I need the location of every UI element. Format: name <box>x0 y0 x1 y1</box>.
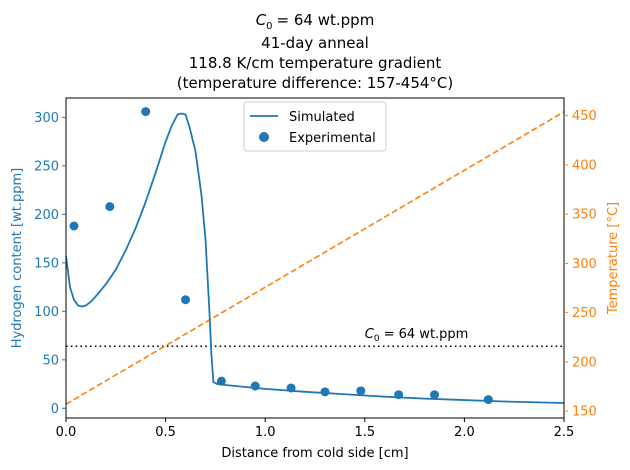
experimental-point <box>250 381 260 391</box>
right-tick-label: 200 <box>572 355 597 370</box>
c0-label-subscript: 0 <box>374 334 380 344</box>
chart-title-line-3: 118.8 K/cm temperature gradient <box>189 54 442 72</box>
experimental-point <box>320 387 330 397</box>
plot-marks <box>66 107 564 405</box>
legend-box <box>243 101 387 152</box>
experimental-point <box>286 383 296 393</box>
legend: Simulated Experimental <box>243 101 387 152</box>
right-tick-label: 450 <box>572 109 597 124</box>
temperature-line <box>66 111 564 405</box>
x-axis-label: Distance from cold side [cm] <box>221 446 408 461</box>
chart-title-line-2: 41-day anneal <box>261 34 369 52</box>
title-c0-symbol: C <box>256 11 267 29</box>
chart-title-line-1: C0 = 64 wt.ppm <box>256 11 375 32</box>
x-tick-label: 0.5 <box>155 425 176 440</box>
left-tick-label: 250 <box>34 159 59 174</box>
right-tick-label: 400 <box>572 158 597 173</box>
chart-title: C0 = 64 wt.ppm 41-day anneal 118.8 K/cm t… <box>177 11 454 92</box>
left-tick-label: 150 <box>34 256 59 271</box>
experimental-point <box>356 386 366 396</box>
title-c0-subscript: 0 <box>266 21 272 32</box>
legend-experimental-swatch <box>259 132 269 142</box>
left-tick-label: 100 <box>34 305 59 320</box>
x-tick-label: 0.0 <box>56 425 77 440</box>
left-tick-label: 200 <box>34 208 59 223</box>
right-tick-label: 250 <box>572 306 597 321</box>
right-tick-label: 150 <box>572 405 597 420</box>
legend-simulated-label: Simulated <box>289 110 355 125</box>
c0-label-value: = 64 wt.ppm <box>384 327 469 342</box>
right-tick-label: 350 <box>572 208 597 223</box>
plot-frame <box>65 97 565 419</box>
x-tick-label: 2.5 <box>554 425 575 440</box>
x-tick-label: 1.5 <box>354 425 375 440</box>
left-axis-ticks: 0 50 100 150 200 250 300 <box>34 111 66 417</box>
simulated-line <box>66 112 564 404</box>
c0-reference-label: C0 = 64 wt.ppm <box>365 327 469 344</box>
left-tick-label: 50 <box>42 353 59 368</box>
experimental-point <box>141 107 151 117</box>
experimental-point <box>105 202 115 212</box>
right-tick-label: 300 <box>572 257 597 272</box>
right-axis-ticks: 150 200 250 300 350 400 450 <box>564 109 597 420</box>
title-c0-value: = 64 wt.ppm <box>277 11 375 29</box>
x-tick-label: 1.0 <box>255 425 276 440</box>
x-axis-ticks: 0.0 0.5 1.0 1.5 2.0 2.5 <box>56 418 575 440</box>
experimental-point <box>430 390 440 400</box>
chart-title-line-4: (temperature difference: 157-454°C) <box>177 74 454 92</box>
right-axis-label: Temperature [°C] <box>606 202 621 315</box>
experimental-point <box>216 376 226 386</box>
experimental-point <box>394 390 404 400</box>
legend-experimental-label: Experimental <box>289 131 376 146</box>
left-axis-label: Hydrogen content [wt.ppm] <box>10 168 25 348</box>
x-tick-label: 2.0 <box>454 425 475 440</box>
c0-label-symbol: C <box>365 327 375 342</box>
left-tick-label: 0 <box>51 402 59 417</box>
left-tick-label: 300 <box>34 111 59 126</box>
experimental-point <box>69 221 79 231</box>
experimental-point <box>181 295 191 305</box>
experimental-point <box>483 395 493 405</box>
